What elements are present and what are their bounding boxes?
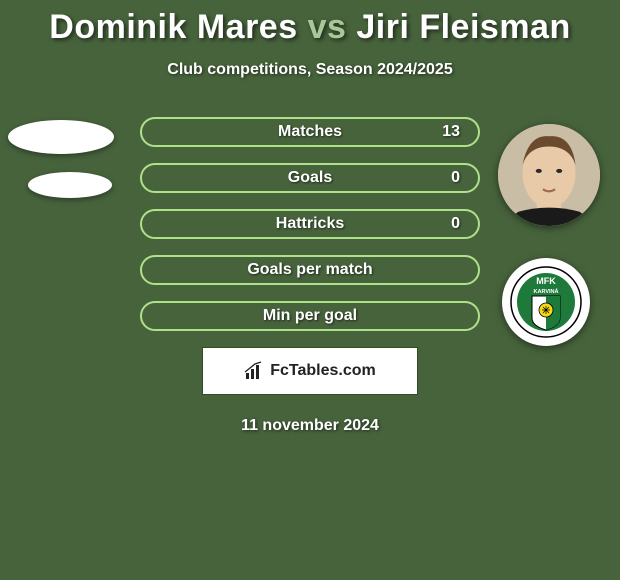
badge-text-bottom: KARVINÁ [534,288,559,295]
logo-box: FcTables.com [202,347,418,395]
stat-row-goals-per-match: Goals per match [140,255,480,285]
stat-label: Matches [278,123,342,141]
stat-right-value: 13 [442,123,460,141]
stat-right-value: 0 [451,169,460,187]
stat-row-goals: Goals 0 [140,163,480,193]
date-text: 11 november 2024 [0,417,620,435]
player2-club-badge: MFK KARVINÁ [502,258,590,346]
left-avatar-group [8,120,114,198]
subtitle: Club competitions, Season 2024/2025 [0,61,620,79]
badge-text-top: MFK [536,276,556,286]
stat-row-min-per-goal: Min per goal [140,301,480,331]
logo-text: FcTables.com [270,362,376,380]
stat-label: Goals per match [247,261,372,279]
stat-row-hattricks: Hattricks 0 [140,209,480,239]
header: Dominik Mares vs Jiri Fleisman Club comp… [0,0,620,79]
page-title: Dominik Mares vs Jiri Fleisman [0,8,620,47]
player2-avatar [498,124,600,226]
player2-name: Jiri Fleisman [356,8,570,46]
vs-text: vs [308,8,347,46]
stat-label: Goals [288,169,332,187]
face-icon [498,124,600,226]
stat-row-matches: Matches 13 [140,117,480,147]
player1-name: Dominik Mares [49,8,297,46]
stat-right-value: 0 [451,215,460,233]
player1-avatar-placeholder [8,120,114,154]
chart-icon [244,361,264,381]
stat-label: Min per goal [263,307,357,325]
player1-club-placeholder [28,172,112,198]
stat-label: Hattricks [276,215,344,233]
club-badge-icon: MFK KARVINÁ [510,266,582,338]
